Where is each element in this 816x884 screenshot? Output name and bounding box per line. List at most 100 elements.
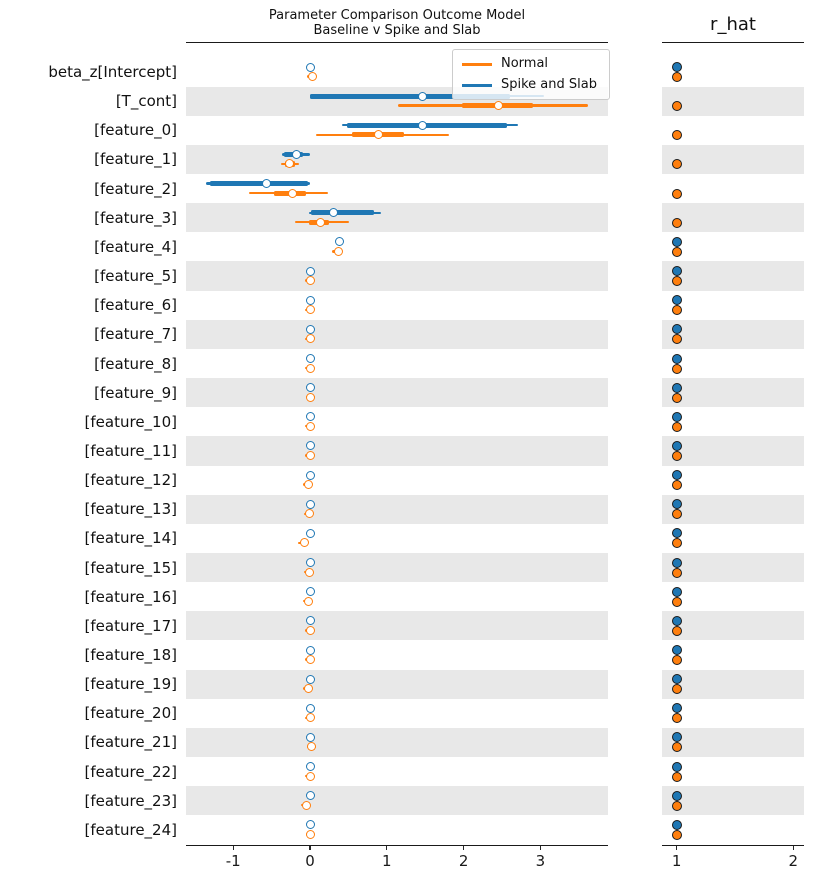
median-marker — [335, 237, 345, 247]
row-band-main — [186, 552, 608, 583]
row-label: [feature_14] — [84, 529, 177, 548]
row-band-main — [186, 611, 608, 641]
median-marker — [303, 596, 313, 606]
rhat-dot-spike — [671, 586, 682, 597]
rhat-dot-spike — [671, 411, 682, 422]
median-marker — [305, 587, 315, 597]
rhat-dot-spike — [671, 528, 682, 539]
median-marker — [300, 538, 310, 548]
rhat-dot-normal — [671, 72, 682, 82]
median-marker — [305, 470, 315, 480]
row-band-main — [186, 786, 608, 816]
row-label: [feature_13] — [84, 500, 177, 519]
median-marker — [305, 266, 315, 276]
rhat-dot-normal — [671, 829, 682, 840]
row-label: [feature_21] — [84, 733, 177, 752]
median-marker — [305, 528, 315, 538]
main-title-line1: Parameter Comparison Outcome Model — [268, 8, 526, 23]
median-marker — [305, 499, 315, 509]
rhat-dot-spike — [671, 470, 682, 481]
rhat-dot-spike — [671, 440, 682, 451]
median-marker — [287, 188, 297, 198]
row-band-rhat — [662, 494, 804, 524]
median-marker — [316, 217, 326, 227]
median-marker — [301, 800, 311, 810]
normal-line-swatch — [462, 63, 492, 66]
x-tick-label: 0 — [305, 852, 315, 870]
median-marker — [307, 72, 317, 81]
interquartile-line — [210, 181, 309, 187]
median-marker — [305, 383, 315, 393]
row-label: [feature_1] — [94, 150, 177, 169]
row-band-main — [186, 727, 608, 758]
rhat-dot-normal — [671, 684, 682, 695]
main-title: Parameter Comparison Outcome Model Basel… — [186, 8, 608, 38]
legend-entry-normal: Normal — [453, 54, 609, 74]
rhat-dot-spike — [671, 353, 682, 364]
median-marker — [305, 450, 315, 460]
row-label: [feature_12] — [84, 471, 177, 490]
median-marker — [305, 62, 315, 72]
rhat-dot-normal — [671, 392, 682, 403]
rhat-dot-normal — [671, 567, 682, 578]
row-band-rhat — [662, 727, 804, 758]
median-marker — [305, 324, 315, 334]
interquartile-line — [310, 93, 510, 99]
row-label: [feature_9] — [94, 383, 177, 402]
row-label: [feature_23] — [84, 791, 177, 810]
rhat-x-axis-line — [662, 844, 804, 846]
row-band-rhat — [662, 436, 804, 466]
rhat-panel-top-rule — [662, 42, 804, 44]
x-tick-mark — [232, 845, 234, 850]
row-label: [feature_3] — [94, 208, 177, 227]
row-label: [feature_20] — [84, 704, 177, 723]
median-marker — [305, 791, 315, 801]
median-marker — [306, 392, 316, 402]
legend-entry-spike-and-slab: Spike and Slab — [453, 75, 609, 95]
rhat-tick-mark — [792, 845, 794, 850]
row-band-rhat — [662, 261, 804, 291]
median-marker — [305, 713, 315, 723]
median-marker — [373, 130, 383, 140]
rhat-dot-spike — [671, 62, 682, 72]
row-label: [feature_6] — [94, 296, 177, 315]
row-label: [feature_2] — [94, 179, 177, 198]
row-label: [feature_18] — [84, 646, 177, 664]
median-marker — [305, 771, 315, 781]
rhat-dot-normal — [671, 101, 682, 112]
median-marker — [305, 305, 315, 315]
median-marker — [305, 441, 315, 451]
median-marker — [307, 742, 317, 752]
row-band-main — [186, 494, 608, 524]
rhat-dot-spike — [671, 703, 682, 714]
rhat-dot-spike — [671, 295, 682, 306]
rhat-dot-normal — [671, 509, 682, 520]
row-label: [feature_10] — [84, 412, 177, 431]
rhat-dot-spike — [671, 674, 682, 685]
rhat-dot-spike — [671, 382, 682, 393]
row-band-main — [186, 378, 608, 408]
x-tick-label: 2 — [458, 852, 469, 870]
row-band-rhat — [662, 786, 804, 816]
rhat-dot-normal — [671, 771, 682, 782]
x-tick-mark — [539, 845, 541, 850]
row-band-main — [186, 669, 608, 699]
median-marker — [305, 762, 315, 772]
interquartile-line — [310, 210, 374, 216]
row-band-main — [186, 319, 608, 349]
row-label: [feature_24] — [84, 820, 177, 839]
median-marker — [262, 179, 272, 189]
rhat-dot-normal — [671, 188, 682, 199]
legend-label-normal: Normal — [501, 56, 549, 71]
rhat-dot-normal — [671, 450, 682, 461]
x-tick-mark — [309, 845, 311, 850]
rhat-tick-label: 1 — [671, 852, 682, 870]
row-band-rhat — [662, 669, 804, 699]
rhat-dot-spike — [671, 790, 682, 801]
median-marker — [305, 295, 315, 305]
rhat-dot-normal — [671, 421, 682, 432]
row-band-rhat — [662, 378, 804, 408]
row-band-main — [186, 436, 608, 466]
row-band-rhat — [662, 86, 804, 116]
